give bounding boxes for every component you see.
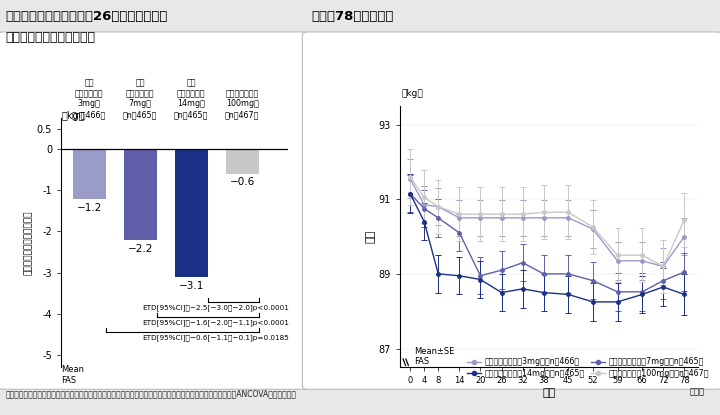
Bar	[124, 149, 157, 240]
Y-axis label: 体重: 体重	[366, 230, 375, 243]
Text: 経口
セマグルチド
3mg群
（n＝466）: 経口 セマグルチド 3mg群 （n＝466）	[72, 79, 107, 119]
Text: −1.2: −1.2	[76, 203, 102, 212]
Text: 投与群、地域及び層別因子（前治療の経口糖尿病薬及び人種）を固定効果、ベースラインの体重を共変量としたANCOVAモデルで解析: 投与群、地域及び層別因子（前治療の経口糖尿病薬及び人種）を固定効果、ベースライン…	[6, 389, 297, 398]
Text: ETD[95%CI]：−0.6[−1.1；−0.1]p=0.0185: ETD[95%CI]：−0.6[−1.1；−0.1]p=0.0185	[143, 334, 289, 341]
Legend: 経口セマグルチド3mg群（n＝466）, 経口セマグルチド14mg群（n＝465）, 経口セマグルチド7mg群（n＝465）, シタグリプチン100mg群（n＝: 経口セマグルチド3mg群（n＝466）, 経口セマグルチド14mg群（n＝465…	[463, 354, 712, 381]
Text: （kg）: （kg）	[401, 89, 423, 98]
Text: 投与後78週間の推移: 投与後78週間の推移	[311, 10, 393, 23]
Text: （週）: （週）	[690, 388, 705, 397]
Text: ［検証的副次的評価項目］: ［検証的副次的評価項目］	[6, 31, 96, 44]
Text: −0.6: −0.6	[230, 177, 255, 187]
Text: −3.1: −3.1	[179, 281, 204, 291]
Text: 経口
セマグルチド
14mg群
（n＝465）: 経口 セマグルチド 14mg群 （n＝465）	[174, 79, 208, 119]
Text: （kg）: （kg）	[61, 111, 85, 121]
Y-axis label: ベースラインからの変化量: ベースラインからの変化量	[24, 210, 32, 275]
Bar	[225, 149, 258, 174]
Bar	[73, 149, 106, 198]
Text: −2.2: −2.2	[127, 244, 153, 254]
X-axis label: 期間: 期間	[542, 388, 556, 398]
Bar	[175, 149, 208, 277]
Text: 経口
セマグルチド
7mg群
（n＝465）: 経口 セマグルチド 7mg群 （n＝465）	[123, 79, 158, 119]
Text: ETD[95%CI]：−2.5[−3.0；−2.0]p<0.0001: ETD[95%CI]：−2.5[−3.0；−2.0]p<0.0001	[143, 304, 289, 311]
Text: ETD[95%CI]：−1.6[−2.0；−1.1]p<0.0001: ETD[95%CI]：−1.6[−2.0；−1.1]p<0.0001	[143, 319, 289, 326]
Text: ベースラインから投与後26週までの変化量: ベースラインから投与後26週までの変化量	[6, 10, 168, 23]
Text: Mean±SE
FAS: Mean±SE FAS	[414, 347, 454, 366]
Text: Mean
FAS: Mean FAS	[61, 365, 84, 385]
Text: シタグリプチン
100mg群
（n＝467）: シタグリプチン 100mg群 （n＝467）	[225, 89, 259, 119]
